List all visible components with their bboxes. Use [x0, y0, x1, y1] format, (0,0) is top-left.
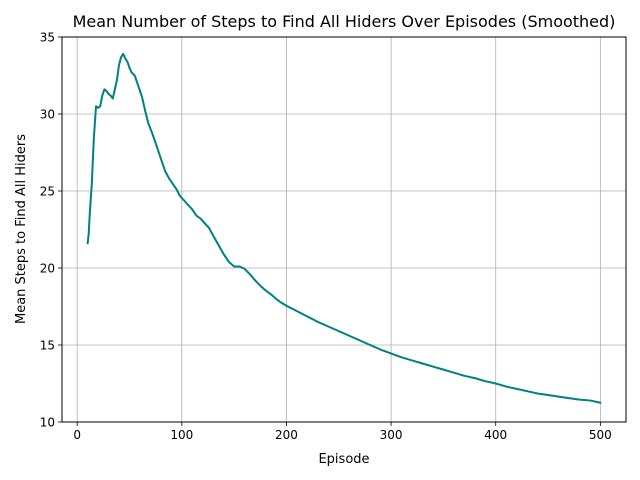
x-tick-label: 400: [484, 428, 507, 442]
plot-area-frame: [61, 36, 627, 423]
y-tick-label: 35: [40, 31, 55, 45]
x-tick-label: 300: [380, 428, 403, 442]
y-tick-label: 25: [40, 185, 55, 199]
y-tick-label: 30: [40, 108, 55, 122]
grid-lines: [62, 36, 626, 423]
y-tick-label: 15: [40, 339, 55, 353]
y-tick-label: 20: [40, 262, 55, 276]
y-axis-label: Mean Steps to Find All Hiders: [14, 134, 29, 324]
chart-title: Mean Number of Steps to Find All Hiders …: [73, 12, 616, 31]
x-tick-label: 200: [275, 428, 298, 442]
y-axis-ticks: 10 15 20 25 30 35: [40, 31, 62, 430]
x-tick-label: 500: [589, 428, 612, 442]
x-axis-label: Episode: [318, 452, 369, 467]
series-lines: [86, 52, 602, 404]
x-tick-label: 100: [170, 428, 193, 442]
series-line: [86, 52, 602, 404]
y-tick-label: 10: [40, 416, 55, 430]
x-axis-ticks: 0 100 200 300 400 500: [73, 422, 612, 442]
x-tick-label: 0: [73, 428, 81, 442]
